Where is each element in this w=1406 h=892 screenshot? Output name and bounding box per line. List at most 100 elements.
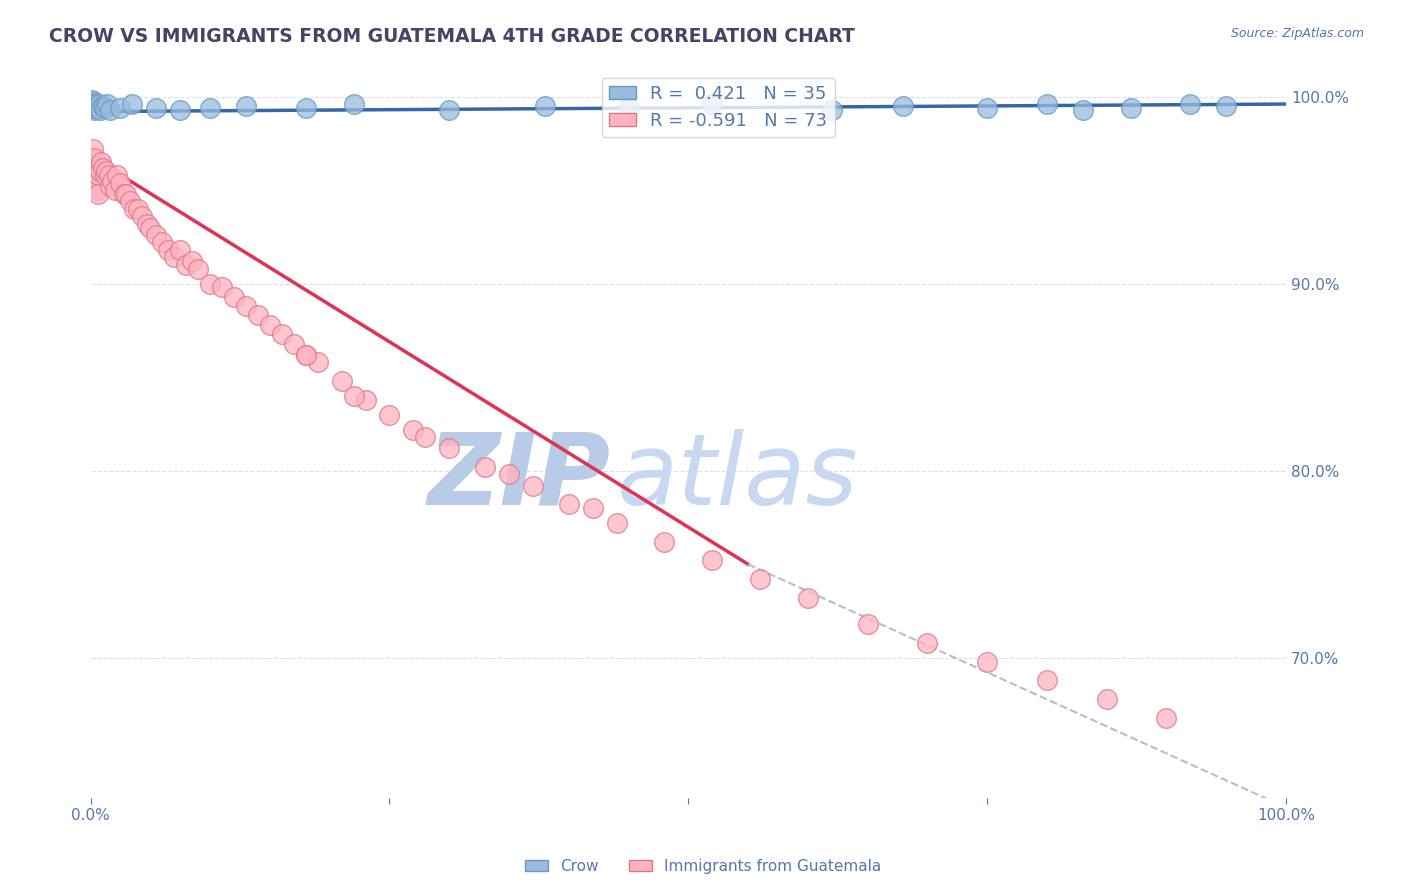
Point bbox=[181, 254, 204, 268]
Point bbox=[307, 355, 329, 369]
Point bbox=[127, 202, 149, 216]
Point bbox=[94, 101, 117, 115]
Point bbox=[235, 99, 257, 113]
Point bbox=[120, 194, 142, 209]
Point bbox=[1095, 692, 1118, 706]
Point bbox=[150, 235, 173, 250]
Point bbox=[80, 93, 103, 107]
Text: atlas: atlas bbox=[617, 428, 858, 525]
Point bbox=[96, 97, 118, 112]
Point bbox=[82, 179, 104, 194]
Point bbox=[439, 103, 461, 117]
Point bbox=[87, 186, 110, 201]
Point bbox=[139, 220, 162, 235]
Point bbox=[86, 99, 108, 113]
Point bbox=[145, 227, 167, 242]
Point bbox=[1036, 97, 1059, 112]
Point bbox=[976, 101, 998, 115]
Point bbox=[91, 161, 114, 175]
Point bbox=[198, 277, 221, 291]
Legend: R =  0.421   N = 35, R = -0.591   N = 73: R = 0.421 N = 35, R = -0.591 N = 73 bbox=[602, 78, 835, 137]
Point bbox=[87, 161, 110, 175]
Point bbox=[83, 151, 105, 165]
Point bbox=[294, 348, 316, 362]
Point bbox=[354, 392, 377, 407]
Point bbox=[917, 636, 939, 650]
Point bbox=[97, 168, 120, 182]
Point bbox=[270, 327, 292, 342]
Point bbox=[90, 155, 112, 169]
Point bbox=[110, 176, 132, 190]
Text: ZIP: ZIP bbox=[427, 428, 610, 525]
Point bbox=[1119, 101, 1142, 115]
Point bbox=[474, 460, 496, 475]
Point bbox=[83, 169, 105, 184]
Point bbox=[101, 174, 124, 188]
Point bbox=[342, 389, 364, 403]
Point bbox=[558, 497, 581, 511]
Point bbox=[413, 430, 436, 444]
Point bbox=[83, 95, 105, 110]
Point bbox=[654, 534, 676, 549]
Point bbox=[98, 179, 121, 194]
Point bbox=[80, 159, 103, 173]
Point bbox=[89, 103, 111, 117]
Point bbox=[702, 97, 724, 112]
Point bbox=[96, 164, 118, 178]
Point bbox=[294, 348, 316, 362]
Point bbox=[84, 164, 107, 178]
Point bbox=[259, 318, 281, 332]
Point bbox=[1071, 103, 1094, 117]
Point bbox=[112, 186, 135, 201]
Point bbox=[498, 467, 520, 482]
Point bbox=[82, 101, 104, 115]
Point bbox=[105, 168, 128, 182]
Point bbox=[235, 299, 257, 313]
Point bbox=[1215, 99, 1237, 113]
Point bbox=[534, 99, 557, 113]
Point bbox=[94, 168, 117, 182]
Point bbox=[330, 374, 353, 388]
Point bbox=[1180, 97, 1202, 112]
Point bbox=[86, 183, 108, 197]
Point bbox=[91, 99, 114, 113]
Point bbox=[103, 183, 125, 197]
Point bbox=[87, 101, 110, 115]
Point bbox=[856, 617, 879, 632]
Point bbox=[163, 251, 186, 265]
Legend: Crow, Immigrants from Guatemala: Crow, Immigrants from Guatemala bbox=[519, 853, 887, 880]
Point bbox=[1156, 711, 1178, 725]
Point bbox=[702, 553, 724, 567]
Point bbox=[439, 442, 461, 456]
Point bbox=[617, 101, 640, 115]
Point bbox=[87, 168, 110, 182]
Text: Source: ZipAtlas.com: Source: ZipAtlas.com bbox=[1230, 27, 1364, 40]
Point bbox=[246, 309, 269, 323]
Point bbox=[893, 99, 915, 113]
Point bbox=[121, 97, 143, 112]
Point bbox=[82, 97, 104, 112]
Point bbox=[606, 516, 628, 530]
Point bbox=[976, 655, 998, 669]
Point bbox=[222, 290, 245, 304]
Point bbox=[98, 103, 121, 117]
Point bbox=[169, 243, 191, 257]
Point bbox=[86, 164, 108, 178]
Point bbox=[294, 101, 316, 115]
Point bbox=[82, 142, 104, 156]
Point bbox=[187, 261, 209, 276]
Point bbox=[211, 280, 233, 294]
Point bbox=[135, 217, 157, 231]
Text: CROW VS IMMIGRANTS FROM GUATEMALA 4TH GRADE CORRELATION CHART: CROW VS IMMIGRANTS FROM GUATEMALA 4TH GR… bbox=[49, 27, 855, 45]
Point bbox=[115, 186, 138, 201]
Point bbox=[169, 103, 191, 117]
Point bbox=[797, 591, 820, 605]
Point bbox=[83, 103, 105, 117]
Point bbox=[145, 101, 167, 115]
Point bbox=[378, 408, 401, 422]
Point bbox=[749, 572, 772, 586]
Point bbox=[402, 423, 425, 437]
Point bbox=[198, 101, 221, 115]
Point bbox=[821, 103, 844, 117]
Point bbox=[87, 97, 110, 112]
